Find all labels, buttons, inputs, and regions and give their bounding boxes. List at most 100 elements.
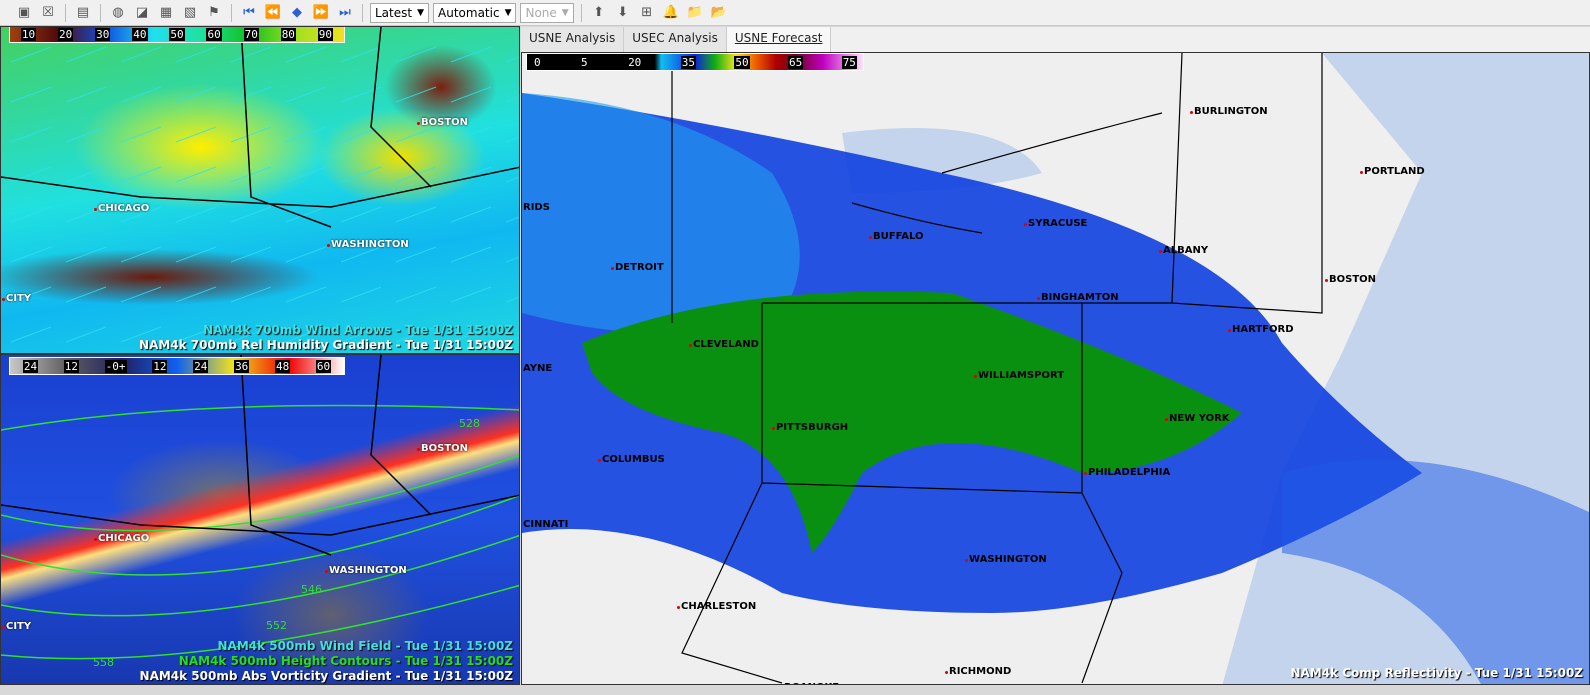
city-marker: [417, 122, 420, 125]
reflectivity-colorbar: 0 5 20 35 50 65 75: [526, 53, 864, 71]
city-label: BOSTON: [1329, 274, 1377, 285]
city-label: CHICAGO: [98, 533, 150, 544]
time-select[interactable]: Latest ▼: [370, 2, 430, 23]
wind-arrow: [505, 96, 519, 103]
layer-title: NAM4k 700mb Wind Arrows - Tue 1/31 15:00…: [203, 323, 513, 337]
colorbar-tick: 12: [152, 359, 168, 373]
colorbar-tick: 48: [274, 359, 291, 373]
clear-product-icon[interactable]: ▣: [17, 5, 31, 20]
wind-arrow: [395, 326, 437, 343]
city-label: CHICAGO: [98, 203, 150, 214]
wind-arrow: [175, 286, 217, 303]
wind-arrow: [450, 286, 492, 303]
wind-arrow: [450, 326, 492, 343]
city-label: WASHINGTON: [969, 554, 1047, 565]
city-label: ALBANY: [1163, 245, 1209, 256]
step-back-icon[interactable]: ⏪: [264, 5, 282, 20]
city-marker: [689, 344, 692, 347]
wind-arrow: [450, 206, 492, 223]
wind-arrow: [285, 246, 327, 263]
city-marker: [1084, 472, 1087, 475]
wind-arrow: [10, 326, 52, 343]
city-label: CHARLESTON: [681, 601, 757, 612]
city-label: HARTFORD: [1232, 324, 1294, 335]
wind-arrow: [120, 166, 162, 183]
colorbar-tick: 12: [63, 359, 79, 373]
reflectivity-map[interactable]: 0 5 20 35 50 65 75 BURLINGTON PORTLAND SYRACUSE B…: [521, 52, 1590, 685]
remove-folder-icon[interactable]: 📂: [710, 5, 727, 20]
contour-label: 528: [459, 417, 480, 430]
wind-arrow: [120, 206, 162, 223]
remove-icon[interactable]: ☒: [42, 5, 54, 20]
wind-arrow: [120, 286, 162, 303]
binoculars-icon[interactable]: ⊞: [641, 5, 653, 20]
colorbar-tick: 10: [20, 27, 37, 41]
separator: [231, 3, 232, 22]
wind-arrow: [450, 166, 492, 183]
rh-700mb-panel[interactable]: 10 20 30 40 50 60 70 80 90 BOSTON CHICAGO WASHINGT…: [0, 26, 520, 354]
wind-arrow: [285, 206, 327, 223]
wind-arrow: [230, 286, 272, 303]
separator: [580, 3, 582, 22]
wind-arrow: [450, 86, 492, 103]
tab-usec-analysis[interactable]: USEC Analysis: [624, 27, 727, 52]
alert-bell-icon[interactable]: 🔔: [662, 5, 679, 20]
wind-arrow: [340, 126, 382, 143]
wind-arrow: [450, 46, 492, 63]
last-frame-icon[interactable]: ⏭: [339, 5, 351, 20]
colorbar-tick: 40: [132, 27, 148, 41]
wind-arrow: [175, 326, 217, 343]
layer-title: NAM4k 500mb Wind Field - Tue 1/31 15:00Z: [217, 639, 513, 653]
city-marker: [2, 626, 5, 629]
city-label: BINGHAMTON: [1041, 292, 1119, 303]
pin-icon[interactable]: ⚑: [208, 5, 220, 20]
overlay-icon[interactable]: ▧: [183, 5, 197, 20]
map-icon[interactable]: ▦: [159, 5, 173, 20]
city-marker: [1190, 111, 1193, 114]
wind-arrow: [175, 166, 217, 183]
colorbar-tick: 60: [315, 359, 332, 373]
loop-icon[interactable]: ◆: [292, 5, 302, 20]
contour-label: 552: [266, 619, 287, 632]
city-label: WASHINGTON: [329, 565, 407, 576]
city-label: PHILADELPHIA: [1088, 467, 1171, 478]
tab-usne-forecast[interactable]: USNE Forecast: [726, 27, 832, 52]
colorbar-tick: 35: [680, 55, 696, 69]
wind-arrow: [65, 206, 107, 223]
colorbar-tick: 70: [243, 27, 259, 41]
add-folder-icon[interactable]: 📁: [686, 5, 703, 20]
contrast-icon[interactable]: ◪: [135, 5, 149, 20]
wind-arrow: [395, 246, 437, 263]
none-select[interactable]: None ▼: [520, 2, 574, 23]
step-forward-icon[interactable]: ⏩: [312, 5, 330, 20]
city-marker: [945, 671, 948, 674]
first-frame-icon[interactable]: ⏮: [243, 5, 255, 20]
layer-title: NAM4k 700mb Rel Humidity Gradient - Tue …: [139, 338, 513, 352]
wind-arrow: [65, 246, 107, 263]
tab-usne-analysis[interactable]: USNE Analysis: [521, 27, 625, 52]
time-select-value: Latest: [375, 5, 413, 20]
wind-arrow: [65, 46, 107, 63]
wind-arrow: [395, 206, 437, 223]
mode-select[interactable]: Automatic ▼: [433, 2, 517, 23]
mode-select-value: Automatic: [438, 5, 500, 20]
wind-arrow: [175, 86, 217, 103]
colorbar-tick: 65: [788, 55, 804, 69]
separator: [65, 3, 66, 22]
colorbar-tick: 75: [841, 55, 857, 69]
wind-arrow: [10, 126, 52, 143]
wind-arrow: [340, 326, 382, 343]
colorbar-tick: -0+: [104, 359, 127, 373]
zoom-out-icon[interactable]: ⬇: [617, 5, 629, 20]
none-select-value: None: [525, 5, 557, 20]
zoom-in-icon[interactable]: ⬆: [593, 5, 605, 20]
height-contours: [1, 355, 519, 660]
colorbar-tick: 36: [234, 359, 250, 373]
vorticity-500mb-panel[interactable]: 24 12 -0+ 12 24 36 48 60 BOSTON CHICAGO WASHINGTO…: [0, 354, 520, 685]
layout-icon[interactable]: ▤: [76, 5, 90, 20]
colorbar-tick: 24: [22, 359, 39, 373]
wind-arrow: [65, 326, 107, 343]
city-label: AYNE: [523, 363, 553, 374]
dropdown-arrow-icon: ▼: [417, 7, 425, 18]
refresh-icon[interactable]: ◍: [112, 5, 124, 20]
